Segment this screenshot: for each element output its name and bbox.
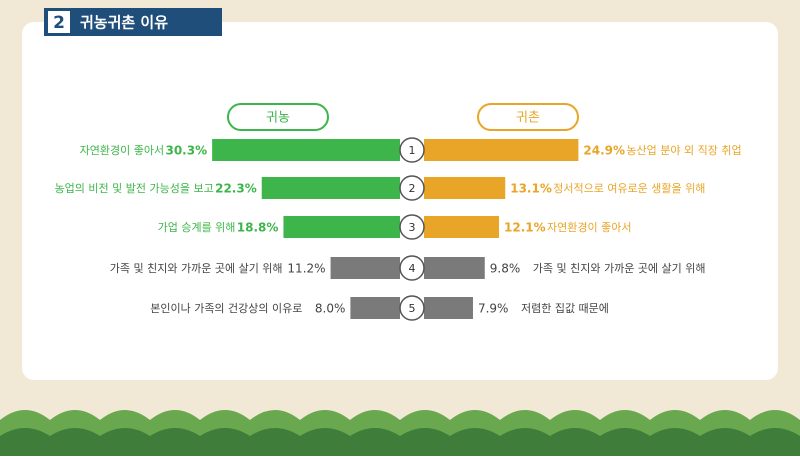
rank-circle [399,137,425,163]
value-label: 12.1% [504,221,546,235]
rank-circle [399,214,425,240]
rank-label: 3 [409,221,416,234]
card [22,22,778,380]
category-label: 가업 승계를 위해 [158,220,236,234]
category-label: 자연환경이 좋아서 [547,221,631,234]
bar [261,177,400,199]
bar [424,216,500,238]
category-label: 자연환경이 좋아서 [80,144,164,157]
bar [424,139,579,161]
value-label: 9.8% [490,262,521,276]
legend-pill [227,103,329,131]
rank-label: 1 [409,144,416,157]
bar [424,177,506,199]
category-label: 농업의 비전 및 발전 가능성을 보고 [55,182,214,195]
rank-circle [399,295,425,321]
bar [212,139,400,161]
rank-circle [399,255,425,281]
value-label: 8.0% [315,302,346,316]
category-label: 정서적으로 여유로운 생활을 위해 [553,181,705,195]
rank-label: 2 [409,182,416,195]
category-label: 저렴한 집값 때문에 [521,302,609,315]
value-label: 11.2% [287,262,325,276]
category-label: 가족 및 친지와 가까운 곳에 살기 위해 [110,261,283,275]
legend-pill [477,103,579,131]
rank-label: 4 [409,262,416,275]
bar [424,297,473,319]
value-label: 30.3% [165,144,207,158]
bar [330,257,400,279]
title-bar [44,8,222,36]
legend-label: 귀촌 [516,111,540,126]
value-label: 18.8% [237,221,279,235]
value-label: 13.1% [510,182,552,196]
badge: 2 [53,13,65,33]
value-label: 7.9% [478,302,509,316]
grass-dark [0,428,800,456]
legend-label: 귀농 [266,111,290,126]
category-label: 가족 및 친지와 가까운 곳에 살기 위해 [533,261,706,275]
value-label: 22.3% [215,182,257,196]
category-label: 본인이나 가족의 건강상의 이유로 [150,302,302,315]
bar [283,216,400,238]
badge-box [48,11,70,33]
category-label: 농산업 분야 외 직장 취업 [626,144,741,157]
bar [424,257,485,279]
bar [350,297,400,319]
title: 귀농귀촌 이유 [80,14,168,32]
value-label: 24.9% [583,144,625,158]
rank-label: 5 [409,302,416,315]
rank-circle [399,175,425,201]
